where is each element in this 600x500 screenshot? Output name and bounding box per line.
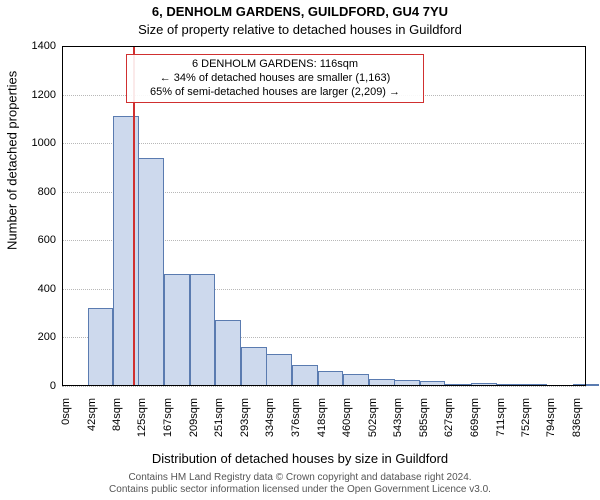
x-tick-label: 711sqm [495,398,507,436]
x-axis-line [62,385,586,386]
x-tick-label: 418sqm [316,398,328,437]
histogram-bar [113,116,139,386]
x-tick-label: 376sqm [290,398,302,437]
attribution-line1: Contains HM Land Registry data © Crown c… [0,472,600,484]
x-tick-label: 167sqm [162,398,174,437]
attribution-line2: Contains public sector information licen… [0,484,600,496]
y-tick-label: 1200 [6,89,56,101]
x-tick-label: 669sqm [469,398,481,437]
x-tick-label: 794sqm [545,398,557,437]
y-axis-line [62,46,63,386]
chart-title: 6, DENHOLM GARDENS, GUILDFORD, GU4 7YU [0,4,600,19]
x-axis-label: Distribution of detached houses by size … [0,451,600,466]
x-tick-label: 209sqm [188,398,200,437]
x-tick-label: 836sqm [571,398,583,437]
x-tick-label: 460sqm [341,398,353,437]
histogram-bar [190,274,216,386]
histogram-bar [88,308,114,386]
gridline [62,386,586,387]
histogram-bar [266,354,292,386]
y-tick-label: 600 [6,234,56,246]
annotation-line1: 6 DENHOLM GARDENS: 116sqm [130,58,420,72]
y-axis-line-right [585,46,586,386]
plot-area: 6 DENHOLM GARDENS: 116sqm ← 34% of detac… [62,46,586,386]
y-tick-label: 400 [6,283,56,295]
annotation-line3: 65% of semi-detached houses are larger (… [130,86,420,100]
x-tick-label: 543sqm [392,398,404,437]
histogram-bar [215,320,241,386]
annotation-box: 6 DENHOLM GARDENS: 116sqm ← 34% of detac… [126,54,424,103]
x-axis-line-top [62,46,586,47]
histogram-bar [318,371,344,386]
y-tick-label: 200 [6,331,56,343]
annotation-line2: ← 34% of detached houses are smaller (1,… [130,72,420,86]
x-tick-label: 293sqm [239,398,251,437]
y-tick-label: 800 [6,186,56,198]
x-tick-label: 0sqm [60,398,72,425]
x-tick-label: 752sqm [520,398,532,437]
x-tick-label: 125sqm [136,398,148,437]
histogram-bar [138,158,164,386]
histogram-bar [292,365,318,386]
x-tick-label: 251sqm [213,398,225,437]
x-tick-label: 502sqm [367,398,379,437]
attribution: Contains HM Land Registry data © Crown c… [0,472,600,496]
chart-container: 6, DENHOLM GARDENS, GUILDFORD, GU4 7YU S… [0,0,600,500]
y-tick-label: 1000 [6,137,56,149]
histogram-bar [241,347,267,386]
x-tick-label: 585sqm [418,398,430,437]
histogram-bar [164,274,190,386]
x-tick-label: 42sqm [86,398,98,431]
y-tick-label: 1400 [6,40,56,52]
gridline [62,143,586,144]
x-tick-label: 84sqm [111,398,123,431]
chart-subtitle: Size of property relative to detached ho… [0,22,600,37]
x-tick-label: 334sqm [264,398,276,437]
x-tick-label: 627sqm [443,398,455,437]
y-tick-label: 0 [6,380,56,392]
